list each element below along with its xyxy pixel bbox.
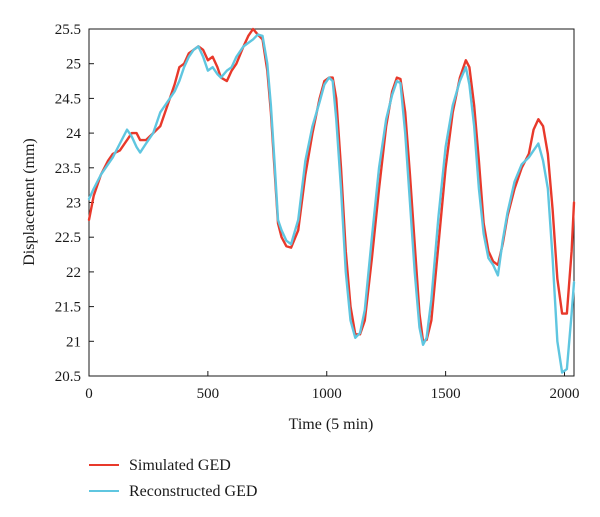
y-tick-label: 24.5	[55, 91, 81, 107]
y-tick-label: 22	[66, 265, 81, 281]
legend-label-simulated: Simulated GED	[129, 457, 231, 474]
y-tick-label: 23	[66, 196, 81, 212]
x-tick-label: 2000	[549, 386, 579, 402]
y-tick-label: 22.5	[55, 230, 81, 246]
x-tick-label: 1500	[431, 386, 461, 402]
y-axis: 20.5 21 21.5 22 22.5 23 23.5 24 24.5 25 25.5	[55, 22, 94, 385]
x-axis: 0 500 1000 1500 2000	[85, 371, 579, 402]
y-tick-label: 25	[66, 57, 81, 73]
x-tick-label: 500	[197, 386, 220, 402]
y-tick-label: 20.5	[55, 369, 81, 385]
y-tick-label: 24	[66, 126, 82, 142]
y-tick-label: 21	[66, 334, 81, 350]
y-axis-label: Displacement (mm)	[21, 138, 38, 266]
y-tick-label: 21.5	[55, 300, 81, 316]
series-line-reconstructed	[87, 33, 576, 374]
series-layer	[87, 27, 576, 374]
x-tick-label: 0	[85, 386, 93, 402]
x-tick-label: 1000	[312, 386, 342, 402]
legend: Simulated GED Reconstructed GED	[89, 457, 257, 500]
legend-label-reconstructed: Reconstructed GED	[129, 483, 257, 500]
y-tick-label: 23.5	[55, 161, 81, 177]
series-line-simulated	[87, 27, 576, 343]
y-tick-label: 25.5	[55, 22, 81, 38]
x-axis-label: Time (5 min)	[289, 416, 374, 433]
